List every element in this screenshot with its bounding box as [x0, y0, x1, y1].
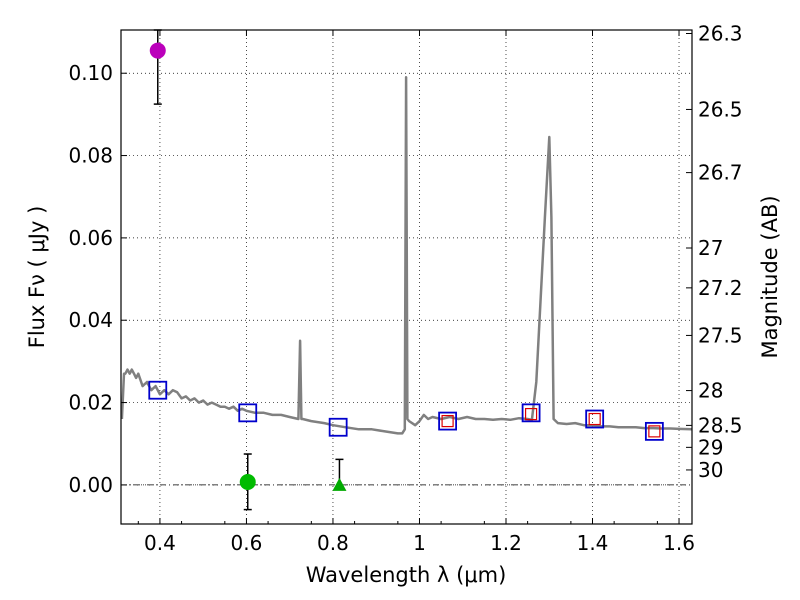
x-tick-label: 0.6	[231, 531, 263, 555]
y-tick-label: 0.02	[68, 391, 113, 415]
ticks-layer: 0.4 0.6 0.8 1 1.2 1.4 1.6 0.00 0.02 0.04 0.06 0.08 0…	[68, 22, 742, 555]
model-photometry-square	[438, 411, 457, 431]
x-tick-label: 1.4	[577, 531, 609, 555]
model-photometry-square	[585, 409, 605, 429]
observed-point-circle	[149, 42, 166, 59]
model-photometry-square	[328, 417, 348, 437]
mag-tick-label: 28	[698, 379, 723, 403]
y-tick-label: 0.10	[68, 61, 113, 85]
markers-layer	[148, 29, 664, 511]
spectrum-layer	[120, 76, 693, 435]
x-tick-label: 0.4	[144, 531, 176, 555]
x-tick-label: 1	[413, 531, 426, 555]
model-photometry-square	[148, 380, 168, 400]
y-tick-label: 0.08	[68, 144, 113, 168]
y-tick-label: 0.00	[68, 473, 113, 497]
model-spectrum-line	[120, 76, 693, 435]
mag-tick-label: 27.5	[698, 323, 743, 347]
mag-tick-label: 26.7	[698, 161, 743, 185]
y-axis-label-left: Flux Fν ( μJy )	[25, 206, 49, 349]
observed-point-triangle	[332, 477, 347, 491]
observed-photometry-square	[648, 425, 661, 438]
x-tick-label: 1.6	[663, 531, 695, 555]
y-tick-label: 0.06	[68, 226, 113, 250]
mag-tick-label: 26.3	[698, 22, 743, 46]
y-tick-label: 0.04	[68, 308, 113, 332]
mag-tick-label: 30	[698, 458, 723, 482]
x-tick-label: 1.2	[490, 531, 522, 555]
y-axis-label-right: Magnitude (AB)	[758, 195, 782, 358]
mag-tick-label: 27.2	[698, 276, 743, 300]
mag-tick-label: 29	[698, 435, 723, 459]
mag-tick-label: 28.5	[698, 413, 743, 437]
observed-photometry-square	[524, 407, 538, 421]
mag-tick-label: 26.5	[698, 97, 743, 121]
model-photometry-square	[521, 403, 541, 423]
observed-photometry-square	[441, 414, 454, 428]
x-tick-label: 0.8	[317, 531, 349, 555]
observed-point-circle	[239, 474, 256, 491]
x-axis-label: Wavelength λ (μm)	[306, 563, 507, 587]
observed-photometry-square	[588, 412, 601, 426]
plot-frame	[120, 29, 693, 525]
grid	[121, 30, 692, 524]
model-photometry-square	[238, 403, 258, 423]
model-photometry-square	[644, 421, 664, 441]
mag-tick-label: 27	[698, 236, 723, 260]
